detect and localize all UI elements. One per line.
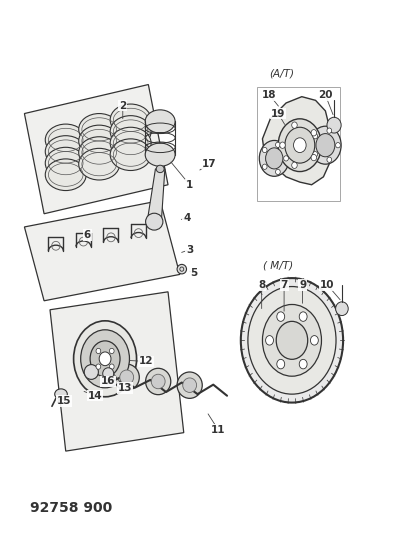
Ellipse shape [146, 368, 171, 394]
Ellipse shape [151, 374, 165, 389]
Text: 17: 17 [202, 159, 217, 168]
Ellipse shape [299, 312, 307, 321]
Ellipse shape [316, 134, 335, 157]
Text: 4: 4 [183, 213, 191, 223]
Ellipse shape [266, 148, 283, 169]
Ellipse shape [276, 169, 280, 174]
Ellipse shape [96, 364, 101, 369]
Ellipse shape [103, 368, 114, 379]
Ellipse shape [90, 341, 120, 377]
Ellipse shape [177, 372, 202, 398]
Ellipse shape [310, 336, 318, 345]
Ellipse shape [110, 139, 151, 171]
Ellipse shape [285, 127, 315, 163]
Ellipse shape [266, 336, 273, 345]
Ellipse shape [45, 159, 86, 191]
Ellipse shape [177, 264, 186, 274]
Ellipse shape [183, 378, 197, 392]
Ellipse shape [276, 321, 308, 359]
Text: 5: 5 [190, 268, 197, 278]
Text: 15: 15 [57, 396, 71, 406]
Ellipse shape [259, 140, 289, 176]
Text: 16: 16 [101, 376, 115, 386]
Text: 19: 19 [271, 109, 285, 118]
Ellipse shape [156, 165, 164, 173]
Ellipse shape [292, 162, 297, 168]
Text: 92758 900: 92758 900 [30, 501, 113, 515]
Text: 11: 11 [211, 425, 226, 435]
Ellipse shape [145, 110, 175, 133]
Ellipse shape [311, 130, 316, 136]
Ellipse shape [327, 128, 332, 133]
Ellipse shape [284, 156, 288, 161]
Ellipse shape [294, 138, 306, 152]
Ellipse shape [263, 304, 322, 376]
Ellipse shape [110, 116, 151, 147]
Ellipse shape [110, 127, 151, 159]
Ellipse shape [248, 287, 336, 394]
Bar [257, 87, 340, 200]
Text: 12: 12 [139, 357, 154, 367]
Ellipse shape [73, 321, 136, 397]
Text: 9: 9 [299, 280, 306, 290]
Ellipse shape [299, 359, 307, 369]
Ellipse shape [96, 349, 101, 353]
Ellipse shape [146, 213, 163, 230]
Ellipse shape [280, 142, 285, 148]
Ellipse shape [310, 126, 341, 164]
Ellipse shape [120, 370, 134, 384]
Ellipse shape [45, 147, 86, 179]
Text: 1: 1 [186, 180, 193, 190]
Ellipse shape [327, 117, 341, 133]
Ellipse shape [263, 147, 267, 152]
Polygon shape [263, 96, 329, 185]
Ellipse shape [145, 143, 175, 166]
Ellipse shape [81, 330, 129, 388]
Ellipse shape [79, 125, 120, 157]
Text: 10: 10 [320, 280, 335, 290]
Text: 8: 8 [258, 280, 265, 290]
Ellipse shape [109, 364, 114, 369]
Ellipse shape [45, 136, 86, 167]
Text: 14: 14 [88, 391, 103, 401]
Ellipse shape [79, 148, 120, 180]
Text: 3: 3 [186, 245, 193, 255]
Ellipse shape [241, 278, 343, 402]
Ellipse shape [99, 352, 111, 366]
Ellipse shape [109, 349, 114, 353]
Ellipse shape [327, 157, 332, 163]
Ellipse shape [110, 104, 151, 136]
Ellipse shape [311, 155, 316, 161]
Polygon shape [147, 169, 165, 222]
Ellipse shape [336, 302, 348, 316]
Text: 6: 6 [84, 230, 91, 240]
Ellipse shape [79, 137, 120, 168]
Ellipse shape [263, 164, 267, 169]
Ellipse shape [114, 364, 139, 391]
Ellipse shape [336, 142, 340, 148]
Text: 2: 2 [119, 101, 126, 111]
Ellipse shape [277, 312, 284, 321]
Ellipse shape [278, 119, 322, 172]
Ellipse shape [292, 122, 297, 128]
Ellipse shape [55, 389, 67, 399]
Polygon shape [50, 292, 184, 451]
Polygon shape [24, 200, 180, 301]
Text: 20: 20 [318, 90, 333, 100]
Ellipse shape [79, 114, 120, 145]
Ellipse shape [313, 151, 318, 157]
Text: ( M/T): ( M/T) [263, 261, 293, 270]
Text: 13: 13 [117, 383, 132, 393]
Ellipse shape [84, 365, 99, 379]
Text: 7: 7 [280, 280, 288, 290]
Ellipse shape [276, 142, 280, 148]
Polygon shape [24, 85, 168, 214]
Ellipse shape [45, 124, 86, 156]
Ellipse shape [313, 134, 318, 139]
Text: 18: 18 [262, 90, 277, 100]
Ellipse shape [277, 359, 284, 369]
Text: (A/T): (A/T) [270, 69, 294, 79]
